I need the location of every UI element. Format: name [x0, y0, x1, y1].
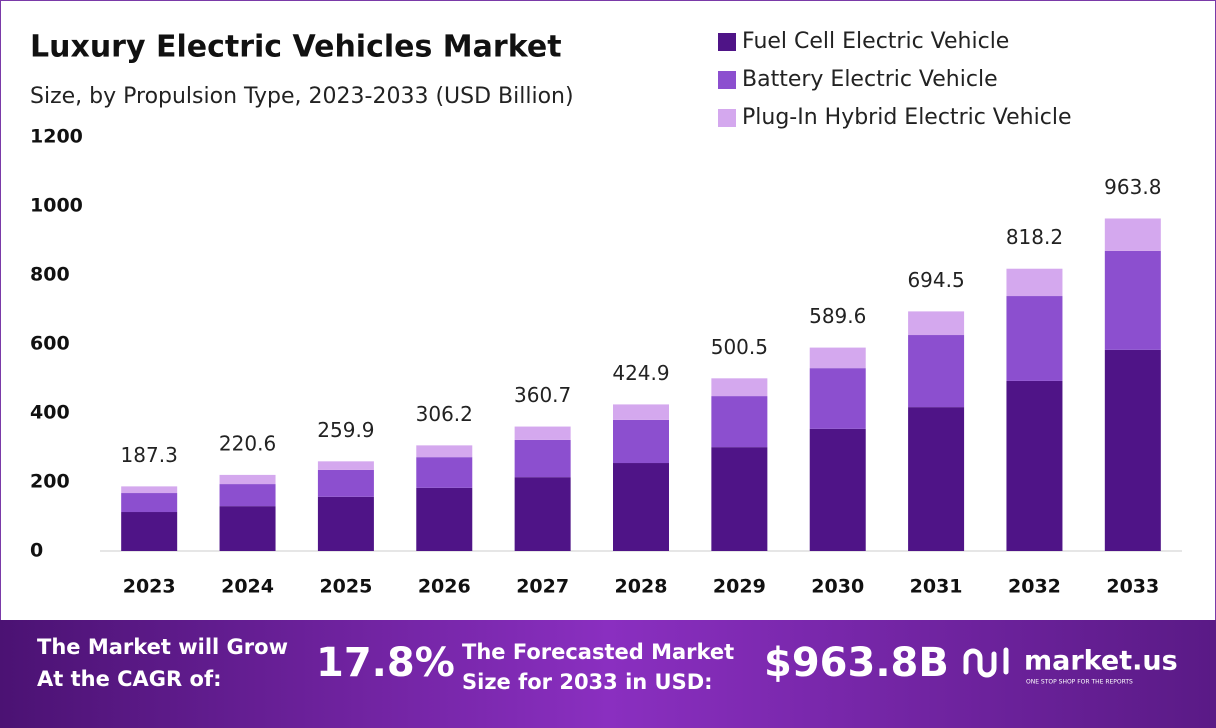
- bar-segment: [908, 407, 965, 551]
- bar-segment: [908, 335, 965, 408]
- bar-segment: [219, 484, 276, 507]
- total-label: 818.2: [1006, 225, 1063, 249]
- brand-icon: [963, 647, 1009, 678]
- bar-segment: [219, 506, 276, 551]
- bar-segment: [809, 428, 866, 551]
- bar-segment: [121, 512, 178, 551]
- cagr-label: At the CAGR of:: [37, 667, 222, 691]
- legend-swatch: [718, 71, 736, 89]
- cagr-value: 17.8%: [316, 640, 455, 686]
- bar-segment: [317, 461, 374, 470]
- bar-segment: [613, 419, 669, 464]
- chart-subtitle: Size, by Propulsion Type, 2023-2033 (USD…: [30, 84, 574, 109]
- bar-segment: [317, 469, 374, 497]
- forecast-label: Size for 2033 in USD:: [462, 670, 713, 694]
- y-tick-label: 600: [30, 333, 70, 355]
- bar-segment: [514, 477, 571, 551]
- x-tick-label: 2025: [319, 576, 372, 598]
- bar-segment: [711, 378, 768, 397]
- bar-segment: [1006, 268, 1063, 297]
- y-tick-label: 200: [30, 471, 70, 493]
- footer-band: [0, 620, 1216, 728]
- bar-segment: [416, 445, 473, 458]
- legend-label: Plug-In Hybrid Electric Vehicle: [742, 105, 1071, 130]
- bar-segment: [613, 463, 669, 551]
- bar-segment: [908, 311, 965, 336]
- bar-segment: [416, 457, 473, 488]
- legend-label: Battery Electric Vehicle: [742, 67, 998, 92]
- x-tick-label: 2032: [1008, 576, 1061, 598]
- brand: market.us: [1024, 646, 1178, 677]
- bar-segment: [121, 486, 178, 494]
- x-tick-label: 2029: [713, 576, 766, 598]
- bar-segment: [514, 439, 571, 478]
- total-label: 500.5: [711, 335, 768, 359]
- bar-segment: [711, 396, 768, 448]
- bar-segment: [1006, 296, 1063, 381]
- total-label: 589.6: [809, 304, 866, 328]
- bar-segment: [809, 347, 866, 369]
- bar-segment: [1104, 218, 1161, 251]
- y-tick-label: 0: [30, 540, 43, 562]
- legend-swatch: [718, 109, 736, 127]
- forecast-value: $963.8B: [764, 640, 949, 686]
- bar-segment: [711, 447, 768, 551]
- bar-segment: [416, 487, 473, 551]
- total-label: 259.9: [317, 418, 374, 442]
- total-label: 424.9: [612, 361, 669, 385]
- x-tick-label: 2030: [811, 576, 864, 598]
- bar-segment: [219, 474, 276, 485]
- total-label: 360.7: [514, 383, 571, 407]
- total-label: 187.3: [121, 443, 178, 467]
- y-tick-label: 400: [30, 402, 70, 424]
- chart-title: Luxury Electric Vehicles Market: [30, 30, 562, 65]
- bar-segment: [1104, 250, 1161, 350]
- forecast-label: The Forecasted Market: [462, 640, 734, 664]
- brand-tagline: ONE STOP SHOP FOR THE REPORTS: [1026, 679, 1133, 686]
- x-tick-label: 2023: [123, 576, 176, 598]
- bar-segment: [809, 368, 866, 429]
- x-tick-label: 2024: [221, 576, 274, 598]
- y-tick-label: 1200: [30, 126, 83, 148]
- y-tick-label: 800: [30, 264, 70, 286]
- x-tick-label: 2033: [1106, 576, 1159, 598]
- bar-segment: [613, 404, 669, 420]
- bar-segment: [1006, 380, 1063, 551]
- x-tick-label: 2027: [516, 576, 569, 598]
- legend-swatch: [718, 33, 736, 51]
- x-tick-label: 2028: [615, 576, 668, 598]
- total-label: 220.6: [219, 431, 276, 455]
- cagr-label: The Market will Grow: [37, 635, 288, 659]
- bar-segment: [1104, 349, 1161, 551]
- legend-label: Fuel Cell Electric Vehicle: [742, 29, 1009, 54]
- x-tick-label: 2026: [418, 576, 471, 598]
- bar-segment: [121, 493, 178, 513]
- y-tick-label: 1000: [30, 195, 83, 217]
- bar-segment: [317, 496, 374, 551]
- total-label: 963.8: [1104, 175, 1161, 199]
- x-tick-label: 2031: [910, 576, 963, 598]
- total-label: 306.2: [416, 402, 473, 426]
- bar-segment: [514, 426, 571, 440]
- total-label: 694.5: [907, 268, 964, 292]
